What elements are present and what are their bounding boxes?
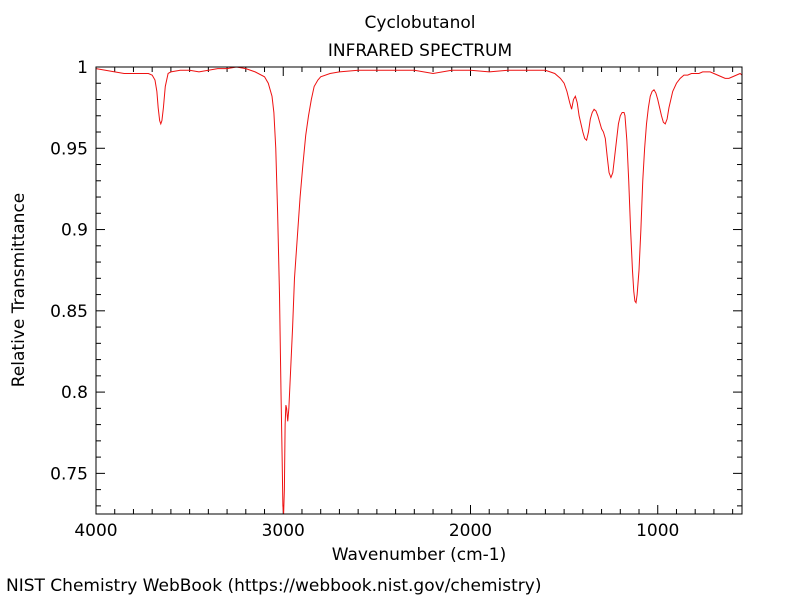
x-tick-label: 3000 — [262, 521, 305, 541]
y-tick-label: 0.85 — [50, 302, 88, 322]
y-axis-label: Relative Transmittance — [9, 193, 29, 388]
chart-title: Cyclobutanol — [365, 13, 476, 33]
spectrum-line — [96, 67, 742, 514]
y-tick-label: 0.95 — [50, 139, 88, 159]
y-tick-label: 1 — [77, 58, 88, 78]
x-tick-label: 2000 — [449, 521, 492, 541]
x-tick-label: 4000 — [74, 521, 117, 541]
y-tick-label: 0.8 — [61, 383, 88, 403]
x-tick-label: 1000 — [636, 521, 679, 541]
plot-frame — [95, 66, 743, 515]
y-tick-label: 0.75 — [50, 464, 88, 484]
source-footer: NIST Chemistry WebBook (https://webbook.… — [6, 576, 542, 596]
y-tick-label: 0.9 — [61, 221, 88, 241]
axis-tick-labels: 4000 3000 2000 1000 1 0.95 0.9 0.85 0.8 0.75 — [50, 58, 679, 541]
x-axis-label: Wavenumber (cm-1) — [332, 545, 507, 565]
axis-ticks — [95, 66, 742, 514]
chart-subtitle: INFRARED SPECTRUM — [328, 41, 512, 61]
